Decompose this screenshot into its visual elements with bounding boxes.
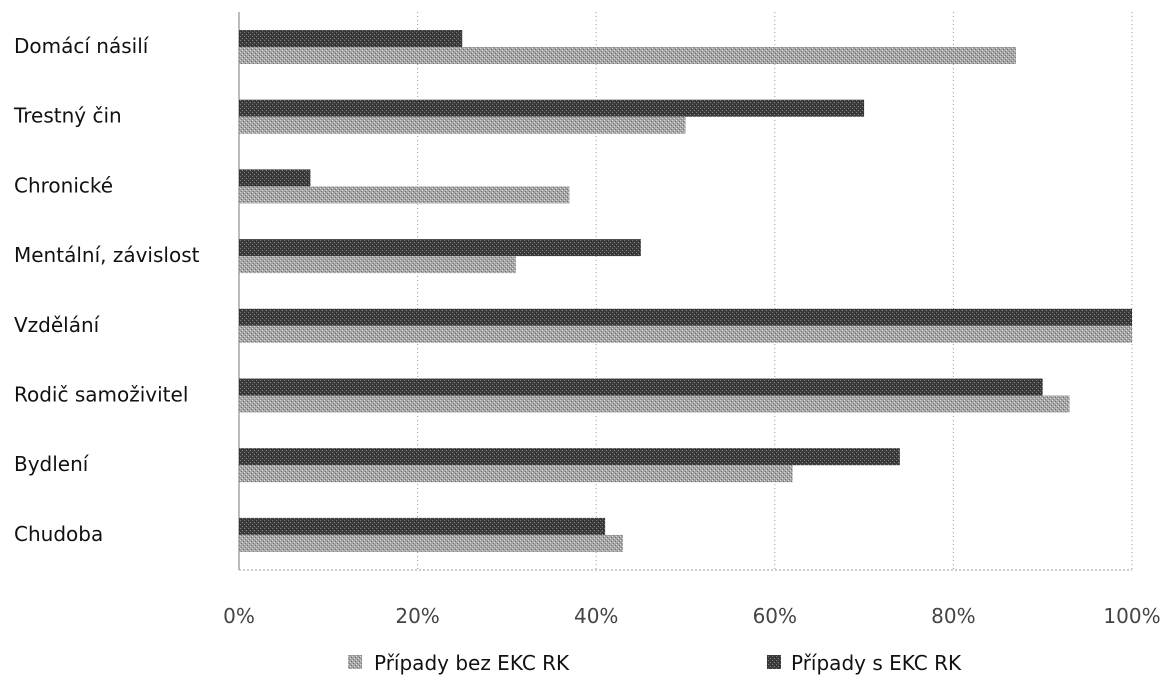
x-tick-label: 20% [395, 604, 439, 628]
axes [238, 12, 1132, 571]
category-label: Domácí násilí [14, 34, 150, 58]
bar [239, 239, 641, 257]
legend-swatch [348, 655, 362, 669]
bar [239, 378, 1043, 396]
bar [239, 256, 516, 274]
category-label: Rodič samoživitel [14, 383, 188, 407]
x-tick-label: 0% [223, 604, 255, 628]
bar [239, 325, 1132, 343]
x-tick-label: 60% [753, 604, 797, 628]
legend: Případy bez EKC RK Případy s EKC RK [348, 651, 962, 675]
category-label: Bydlení [14, 452, 90, 476]
category-labels: Domácí násilí Trestný čin Chronické Mentáln… [13, 34, 200, 546]
x-tick-label: 40% [574, 604, 618, 628]
bar [239, 169, 311, 187]
category-label: Chronické [14, 173, 113, 197]
category-label: Chudoba [14, 522, 103, 546]
bar [239, 116, 686, 134]
bars [239, 30, 1132, 552]
legend-label: Případy s EKC RK [791, 651, 962, 675]
bar [239, 47, 1016, 64]
x-tick-label: 80% [931, 604, 975, 628]
bar [239, 99, 865, 117]
x-tick-labels: 0% 20% 40% 60% 80% 100% [223, 604, 1160, 628]
legend-label: Případy bez EKC RK [374, 651, 570, 675]
legend-swatch [767, 655, 781, 669]
bar [239, 534, 623, 552]
bar [239, 186, 570, 204]
category-label: Vzdělání [14, 313, 101, 337]
category-label: Mentální, závislost [14, 243, 200, 267]
x-tick-label: 100% [1103, 604, 1160, 628]
bar [239, 465, 793, 483]
bar [239, 517, 606, 535]
bar [239, 308, 1132, 326]
bar [239, 448, 900, 466]
gridlines [417, 12, 1133, 570]
bar [239, 395, 1070, 413]
category-label: Trestný čin [13, 104, 122, 128]
bar [239, 30, 463, 47]
